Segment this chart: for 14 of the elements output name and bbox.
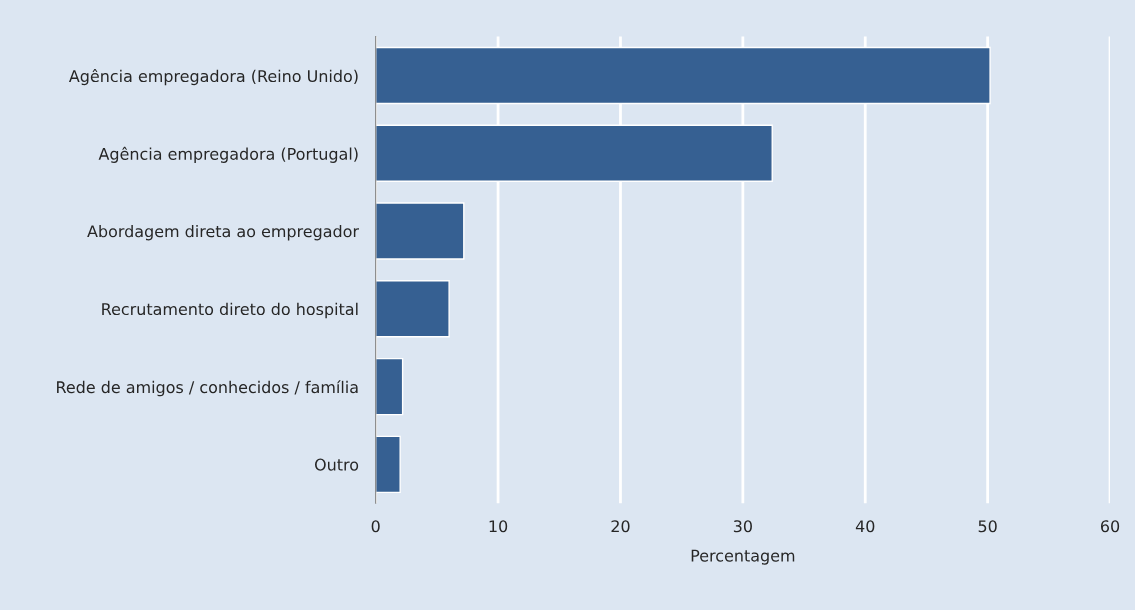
x-tick-label: 20 [611, 520, 630, 533]
y-tick-label: Agência empregadora (Reino Unido) [68, 69, 358, 86]
x-tick-label: 30 [733, 520, 752, 533]
y-tick-label: Recrutamento direto do hospital [102, 302, 358, 319]
y-tick-label: Agência empregadora (Portugal) [98, 146, 358, 163]
x-axis-title: Percentagem [691, 549, 795, 565]
y-tick-label: Rede de amigos / conhecidos / família [57, 380, 358, 397]
x-tick-label: 50 [978, 520, 997, 533]
y-tick-label: Abordagem direta ao empregador [87, 224, 360, 241]
x-tick-label: 40 [855, 520, 875, 533]
x-tick-label: 10 [489, 520, 508, 533]
y-tick-label: Outro [314, 458, 359, 471]
x-tick-label: 60 [1100, 520, 1120, 533]
x-tick-label: 0 [371, 520, 380, 533]
